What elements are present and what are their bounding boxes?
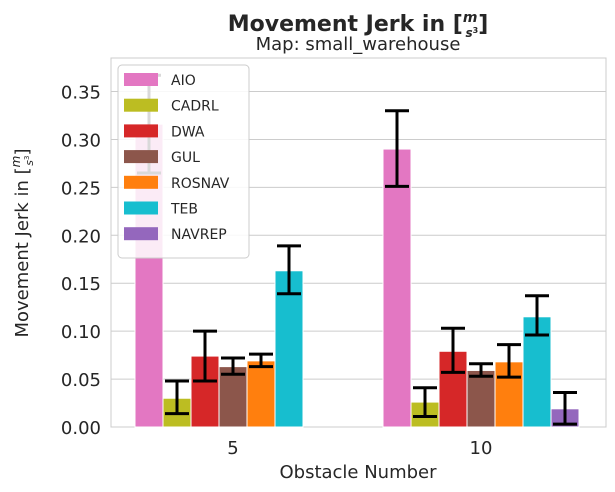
chart-title-unit-num: m	[463, 10, 478, 26]
legend-label-cadrl: CADRL	[171, 99, 219, 115]
legend-label-aio: AIO	[171, 73, 196, 89]
y-axis-label: Movement Jerk in [ms3]	[9, 148, 36, 337]
legend-label-teb: TEB	[170, 202, 198, 218]
chart-title: Movement Jerk in [m s3]	[228, 10, 489, 40]
error-bar-cadrl-10	[413, 386, 437, 418]
chart-title-main: Movement Jerk in [	[228, 12, 463, 37]
error-bar-teb-5	[277, 244, 301, 296]
y-axis-label-unit-num: m	[9, 156, 23, 168]
legend-swatch-gul	[124, 150, 158, 164]
error-bar-dwa-5	[193, 329, 217, 383]
y-tick-label-6: 0.30	[61, 130, 101, 151]
legend-swatch-rosnav	[124, 175, 158, 189]
error-bar-rosnav-10	[497, 343, 521, 379]
x-axis-label: Obstacle Number	[279, 462, 437, 483]
legend: AIO CADRL DWA GUL ROSNAV TEB NAVREP	[117, 64, 250, 259]
legend-swatch-navrep	[124, 227, 158, 241]
bar-gul-10	[466, 369, 496, 428]
y-tick-label-4: 0.20	[61, 226, 101, 247]
legend-label-dwa: DWA	[171, 124, 205, 140]
y-axis-label-main: Movement Jerk in [	[12, 167, 33, 337]
bar-teb-5	[274, 270, 304, 428]
legend-label-navrep: NAVREP	[171, 227, 227, 243]
legend-swatch-teb	[124, 201, 158, 215]
error-bar-aio-10	[385, 109, 409, 188]
legend-swatch-dwa	[124, 124, 158, 138]
error-bar-dwa-10	[441, 326, 465, 374]
chart-subtitle: Map: small_warehouse	[256, 34, 461, 55]
legend-swatch-cadrl	[124, 98, 158, 112]
y-axis-label-unit-exp: 3	[23, 155, 31, 159]
error-bar-gul-10	[469, 362, 493, 378]
legend-label-rosnav: ROSNAV	[171, 176, 230, 192]
y-axis-label-unit-den: s	[23, 160, 36, 166]
x-tick-label-5: 5	[227, 438, 238, 459]
y-tick-label-3: 0.15	[61, 274, 101, 295]
error-bar-rosnav-5	[249, 352, 273, 369]
legend-swatch-aio	[124, 73, 158, 86]
y-ticks: 0.00 0.05 0.10 0.15 0.20 0.25 0.30 0.35	[61, 83, 101, 439]
chart-title-close: ]	[478, 12, 488, 37]
y-tick-label-1: 0.05	[61, 370, 101, 391]
x-tick-label-10: 10	[470, 438, 493, 459]
error-bar-cadrl-5	[165, 379, 189, 416]
bar-aio-10	[382, 148, 412, 428]
legend-label-gul: GUL	[171, 150, 200, 166]
chart-title-unit-exp: 3	[473, 26, 479, 35]
chart-title-unit-den: s	[465, 26, 472, 40]
bar-rosnav-5	[246, 360, 276, 428]
error-bar-teb-10	[525, 294, 549, 337]
y-axis-label-close: ]	[12, 148, 33, 155]
y-tick-label-0: 0.00	[61, 418, 101, 439]
y-tick-label-2: 0.10	[61, 322, 101, 343]
error-bar-navrep-10	[553, 390, 577, 426]
x-ticks: 5 10	[227, 438, 492, 459]
error-bar-gul-5	[221, 356, 245, 376]
y-tick-label-5: 0.25	[61, 178, 101, 199]
y-tick-label-7: 0.35	[61, 83, 101, 104]
